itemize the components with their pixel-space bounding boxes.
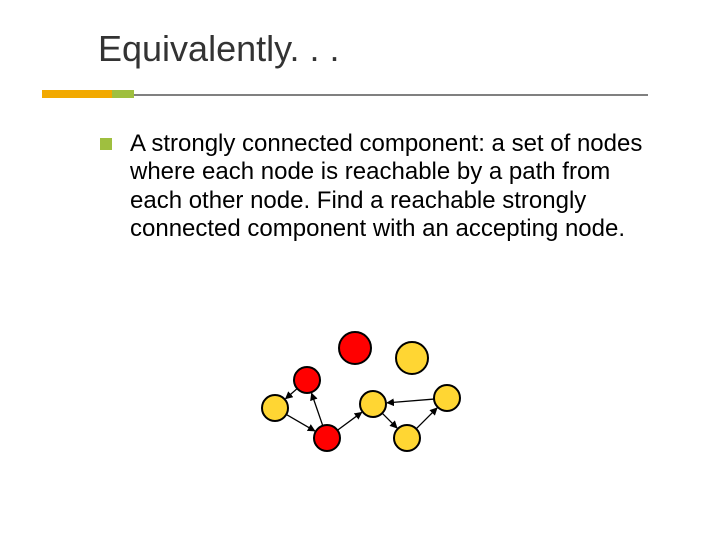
graph-node — [396, 342, 428, 374]
edge — [337, 412, 361, 430]
graph-node — [262, 395, 288, 421]
graph-node — [394, 425, 420, 451]
underline-long — [58, 94, 648, 96]
title-area: Equivalently. . . — [0, 0, 720, 70]
title-underline — [0, 90, 720, 104]
graph-node — [434, 385, 460, 411]
bullet-row: A strongly connected component: a set of… — [100, 130, 660, 243]
body-text: A strongly connected component: a set of… — [130, 130, 660, 243]
graph-node — [294, 367, 320, 393]
edge — [312, 393, 323, 425]
graph-node — [360, 391, 386, 417]
bullet-square-icon — [100, 138, 112, 150]
body-area: A strongly connected component: a set of… — [100, 130, 660, 243]
page-title: Equivalently. . . — [98, 28, 720, 70]
graph-node — [339, 332, 371, 364]
scc-diagram — [255, 330, 485, 470]
edge — [286, 389, 298, 399]
underline-green — [112, 90, 134, 98]
edge — [387, 399, 434, 403]
edge — [286, 414, 315, 431]
graph-node — [314, 425, 340, 451]
edge — [382, 413, 397, 428]
underline-orange — [42, 90, 112, 98]
edge — [416, 408, 437, 429]
